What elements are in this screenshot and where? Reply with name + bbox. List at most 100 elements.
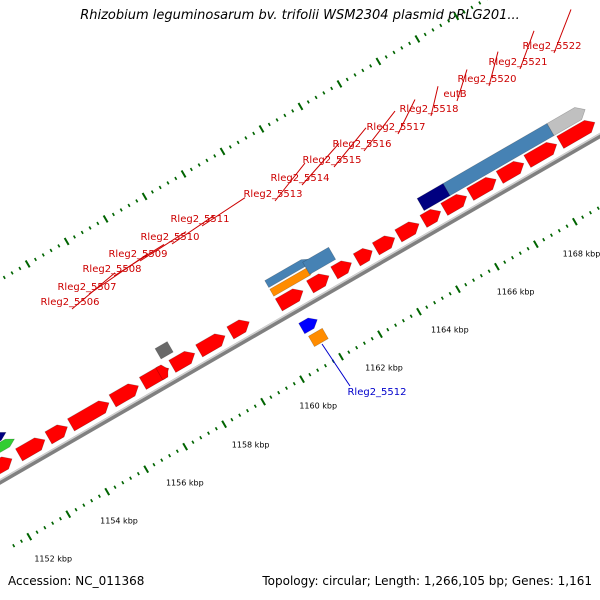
reverse-tick-track — [207, 431, 211, 435]
reverse-tick-track — [494, 262, 500, 271]
forward-tick-track — [197, 163, 201, 167]
gene-label-rleg2_5512[interactable]: Rleg2_5512 — [347, 387, 406, 398]
gene-label-rleg2_5508[interactable]: Rleg2_5508 — [82, 264, 141, 275]
forward-tick-track — [119, 208, 123, 212]
forward-gene-arrow[interactable] — [168, 350, 196, 373]
gray-gene-arrow[interactable] — [546, 107, 586, 136]
forward-tick-track — [135, 199, 139, 203]
reverse-tick-track — [51, 521, 55, 525]
reverse-tick-track — [440, 296, 444, 300]
forward-tick-track — [369, 64, 373, 68]
forward-tick-track — [306, 100, 310, 104]
reverse-tick-track — [347, 350, 351, 354]
gene-label-rleg2_5516[interactable]: Rleg2_5516 — [332, 139, 391, 150]
gene-label-rleg2_5520[interactable]: Rleg2_5520 — [457, 74, 516, 85]
forward-tick-track — [291, 109, 295, 113]
gene-label-rleg2_5518[interactable]: Rleg2_5518 — [399, 104, 458, 115]
gene-label-rleg2_5515[interactable]: Rleg2_5515 — [302, 155, 361, 166]
forward-gene-arrow[interactable] — [274, 288, 304, 312]
reverse-tick-track — [152, 462, 156, 467]
reverse-tick-track — [448, 291, 452, 296]
forward-gene-arrow[interactable] — [523, 141, 558, 168]
forward-gene-arrow[interactable] — [44, 424, 68, 445]
gene-label-rleg2_5509[interactable]: Rleg2_5509 — [108, 249, 167, 260]
forward-gene-arrow[interactable] — [306, 273, 330, 294]
reverse-tick-track — [129, 476, 133, 480]
forward-tick-track — [96, 221, 100, 226]
kbp-label: 1152 kbp — [34, 554, 72, 563]
reverse-tick-track — [299, 375, 305, 384]
reverse-tick-track — [74, 507, 78, 512]
forward-tick-track — [102, 214, 109, 223]
forward-gene-arrow[interactable] — [108, 383, 139, 408]
forward-gene-arrow[interactable] — [352, 248, 373, 267]
gene-leader-line — [397, 99, 416, 135]
kbp-label: 1168 kbp — [563, 249, 600, 258]
gene-label-rleg2_5506[interactable]: Rleg2_5506 — [40, 297, 99, 308]
reverse-gene-arrow[interactable] — [298, 317, 318, 335]
orange-gene-box[interactable] — [308, 327, 329, 348]
reverse-tick-track — [143, 465, 150, 474]
forward-gene-arrow[interactable] — [419, 208, 442, 228]
gene-leader-line — [113, 243, 165, 277]
forward-gene-arrow[interactable] — [226, 319, 250, 340]
forward-gene-arrow[interactable] — [67, 400, 110, 432]
forward-gene-arrow[interactable] — [440, 193, 468, 216]
gene-label-rleg2_5514[interactable]: Rleg2_5514 — [270, 173, 329, 184]
forward-gene-arrow[interactable] — [394, 221, 420, 243]
forward-tick-track — [111, 212, 115, 217]
forward-tick-track — [180, 169, 187, 178]
forward-tick-track — [431, 28, 435, 32]
forward-tick-track — [236, 140, 240, 145]
forward-tick-track — [63, 237, 70, 246]
gene-label-rleg2_5510[interactable]: Rleg2_5510 — [140, 232, 199, 243]
reverse-tick-track — [104, 487, 111, 496]
forward-tick-track — [297, 102, 304, 111]
reverse-tick-track — [455, 285, 461, 294]
forward-tick-track — [478, 1, 482, 5]
forward-gene-arrow[interactable] — [371, 235, 396, 256]
reverse-tick-track — [323, 363, 327, 368]
gene-leader-line — [553, 9, 572, 54]
forward-gene-arrow[interactable] — [556, 119, 596, 149]
gene-label-eutb[interactable]: eutB — [443, 89, 466, 100]
reverse-tick-track — [409, 314, 413, 318]
gene-label-rleg2_5521[interactable]: Rleg2_5521 — [488, 57, 547, 68]
forward-tick-track — [330, 86, 334, 91]
kbp-label: 1166 kbp — [497, 287, 535, 296]
forward-tick-track — [314, 95, 318, 100]
forward-gene-arrow[interactable] — [195, 333, 226, 358]
forward-gene-arrow[interactable] — [466, 176, 497, 201]
forward-gene-arrow[interactable] — [15, 437, 46, 462]
genome-backbone-highlight — [0, 132, 600, 481]
gene-label-rleg2_5511[interactable]: Rleg2_5511 — [170, 214, 229, 225]
reverse-tick-track — [581, 215, 585, 219]
forward-tick-track — [2, 275, 6, 280]
green-gene-arrow[interactable] — [0, 438, 15, 470]
reverse-tick-track — [479, 273, 483, 278]
forward-gene-arrow[interactable] — [155, 364, 169, 381]
navy-gene-arrow[interactable] — [0, 432, 7, 461]
reverse-tick-track — [370, 336, 374, 341]
reverse-tick-track — [355, 345, 359, 350]
gene-leader-line — [333, 127, 367, 168]
gene-label-rleg2_5507[interactable]: Rleg2_5507 — [57, 282, 116, 293]
gene-leader-line — [456, 69, 468, 102]
gene-label-rleg2_5513[interactable]: Rleg2_5513 — [243, 189, 302, 200]
reverse-tick-track — [12, 543, 16, 548]
reverse-tick-track — [571, 217, 578, 226]
gene-label-rleg2_5522[interactable]: Rleg2_5522 — [522, 41, 581, 52]
forward-gene-arrow[interactable] — [495, 160, 525, 184]
forward-tick-track — [423, 32, 427, 37]
reverse-tick-track — [35, 530, 39, 534]
forward-gene-arrow[interactable] — [330, 260, 352, 280]
forward-tick-track — [41, 253, 45, 257]
forward-gene-arrow[interactable] — [0, 456, 13, 486]
forward-tick-track — [447, 19, 451, 23]
gene-label-rleg2_5517[interactable]: Rleg2_5517 — [366, 122, 425, 133]
gray-gene-box[interactable] — [154, 341, 174, 360]
forward-tick-track — [189, 167, 193, 172]
blue-gene-box[interactable] — [302, 246, 337, 275]
reverse-tick-track — [588, 210, 592, 215]
